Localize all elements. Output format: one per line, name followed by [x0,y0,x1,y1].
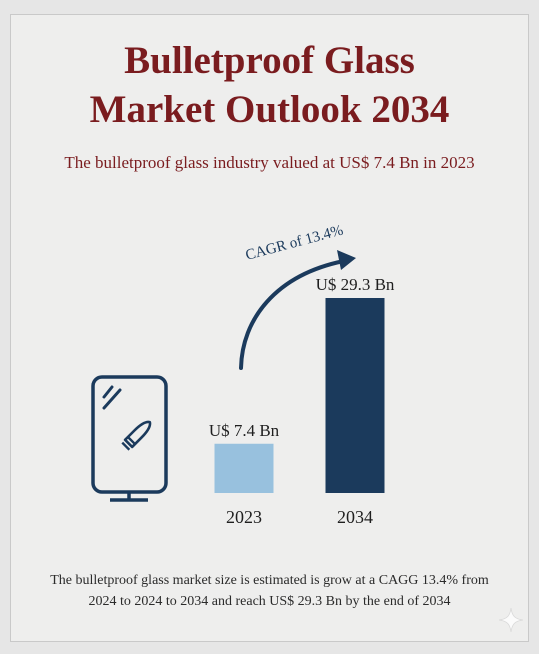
bars-group: U$ 7.4 Bn 2023 U$ 29.3 Bn 2034 [209,275,395,527]
data-label-2023: U$ 7.4 Bn [209,421,280,440]
cagr-arrow [239,250,356,370]
category-label-2023: 2023 [226,507,262,527]
infographic-card [10,14,529,642]
data-label-2034: U$ 29.3 Bn [316,275,395,294]
title-line-1: Bulletproof Glass [124,39,415,82]
cagr-annotation: CAGR of 13.4% [244,222,345,263]
window-glass-icon [91,375,168,502]
title-line-2: Market Outlook 2034 [89,88,450,131]
page-title: Bulletproof Glass Market Outlook 2034 [0,36,539,134]
subtitle: The bulletproof glass industry valued at… [64,153,475,172]
category-label-2034: 2034 [337,507,373,527]
bar-2034 [325,298,385,493]
bullet-icon [121,420,152,451]
bar-2023 [214,443,274,493]
footer-note: The bulletproof glass market size is est… [50,573,489,609]
sparkle-icon [498,607,524,633]
